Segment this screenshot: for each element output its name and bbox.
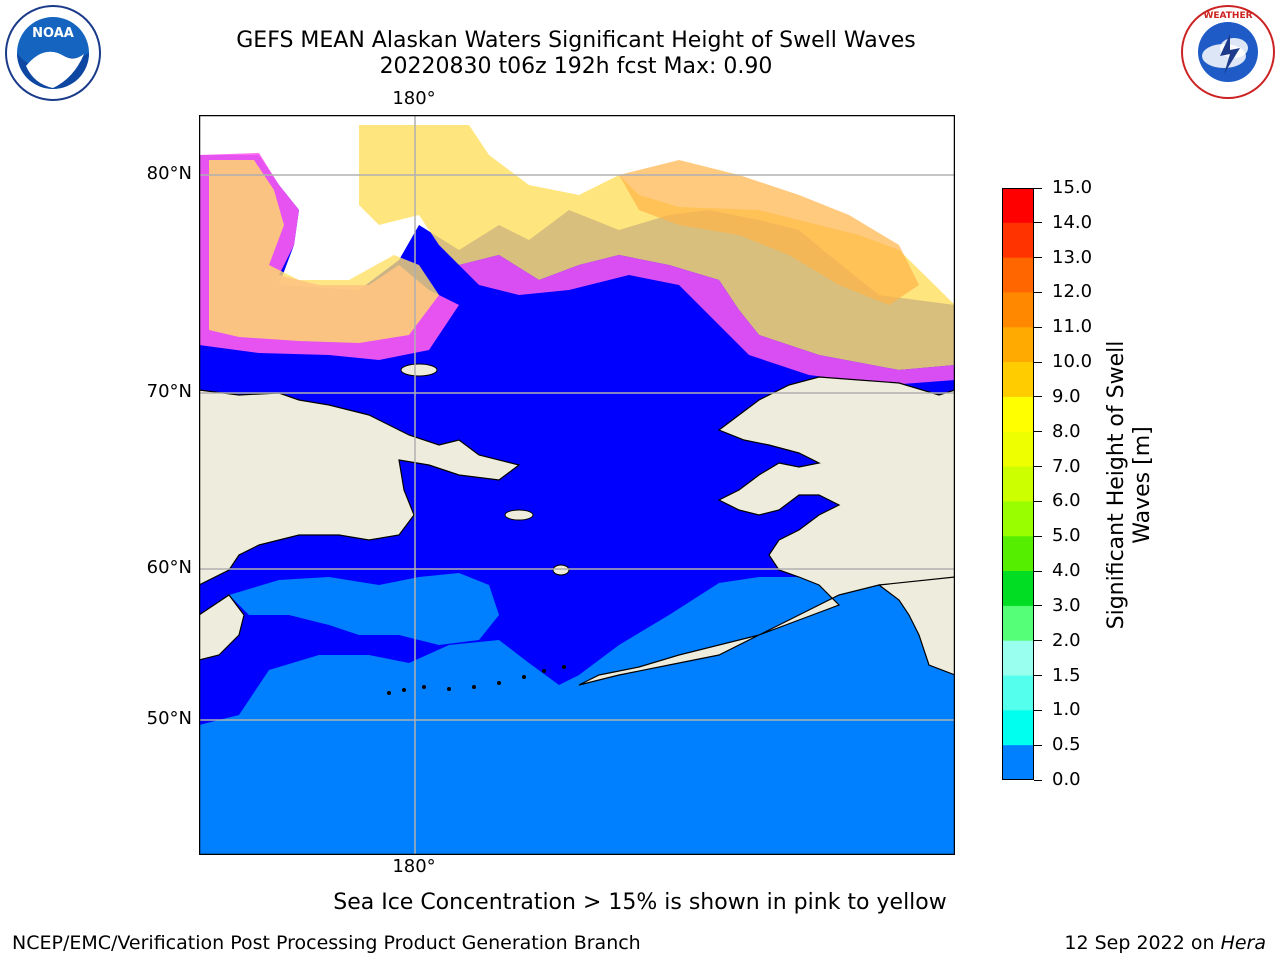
colorbar-svg <box>1002 188 1034 781</box>
colorbar-tick-label: 13.0 <box>1052 246 1093 268</box>
colorbar-tick-mark <box>1034 605 1042 607</box>
colorbar-tick-label: 1.5 <box>1052 664 1081 686</box>
lat-label-60: 60°N <box>146 557 192 578</box>
colorbar-tick-label: 14.0 <box>1052 211 1093 233</box>
colorbar-segment <box>1002 675 1034 711</box>
chart-subtitle: 20220830 t06z 192h fcst Max: 0.90 <box>379 54 773 79</box>
map-svg <box>198 114 956 856</box>
noaa-logo: NOAA <box>4 4 102 102</box>
colorbar-segment <box>1002 501 1034 537</box>
colorbar-tick-mark <box>1034 500 1042 502</box>
colorbar-label: Significant Height of Swell Waves [m] <box>1104 325 1156 645</box>
colorbar-segment <box>1002 605 1034 642</box>
colorbar-tick-mark <box>1034 187 1042 189</box>
colorbar-segment <box>1002 396 1034 433</box>
sea-ice-note: Sea Ice Concentration > 15% is shown in … <box>333 890 947 915</box>
colorbar-tick-mark <box>1034 326 1042 328</box>
lon-label-top: 180° <box>392 88 436 109</box>
colorbar-segment <box>1002 431 1034 468</box>
colorbar-label-line2: Waves [m] <box>1130 426 1155 544</box>
colorbar-frame <box>1002 188 1034 780</box>
colorbar-segment <box>1002 745 1034 781</box>
colorbar-tick-mark <box>1034 222 1042 224</box>
footer-host: Hera <box>1220 932 1266 954</box>
colorbar-tick-label: 2.0 <box>1052 629 1081 651</box>
colorbar-tick-label: 0.5 <box>1052 734 1081 756</box>
colorbar-segment <box>1002 362 1034 398</box>
island-wrangel <box>400 363 438 377</box>
lat-label-50: 50°N <box>146 708 192 729</box>
colorbar-segment <box>1002 292 1034 328</box>
sea-ice-arctic-orange <box>619 160 919 305</box>
map-frame <box>198 114 956 856</box>
colorbar-segment <box>1002 536 1034 572</box>
colorbar-label-line1: Significant Height of Swell <box>1104 340 1129 630</box>
colorbar-tick-label: 12.0 <box>1052 281 1093 303</box>
colorbar-tick-mark <box>1034 640 1042 642</box>
colorbar-tick-mark <box>1034 744 1042 746</box>
map-panel <box>198 114 956 856</box>
colorbar-tick-label: 7.0 <box>1052 455 1081 477</box>
colorbar-tick-label: 5.0 <box>1052 525 1081 547</box>
colorbar-tick-mark <box>1034 291 1042 293</box>
colorbar-tick-label: 3.0 <box>1052 594 1081 616</box>
colorbar-tick-label: 11.0 <box>1052 316 1093 338</box>
land-canada-coast <box>877 576 955 676</box>
footer-left: NCEP/EMC/Verification Post Processing Pr… <box>12 932 641 954</box>
island-st-lawrence <box>504 509 534 521</box>
colorbar-tick-mark <box>1034 361 1042 363</box>
colorbar-tick-label: 15.0 <box>1052 177 1093 198</box>
colorbar-tick-mark <box>1034 396 1042 398</box>
colorbar-tick-label: 8.0 <box>1052 420 1081 442</box>
colorbar-segment <box>1002 222 1034 259</box>
colorbar-tick-label: 0.0 <box>1052 769 1081 790</box>
colorbar-tick-mark <box>1034 709 1042 711</box>
nws-logo: WEATHER <box>1180 4 1276 100</box>
colorbar-segment <box>1002 640 1034 677</box>
sea-ice-arctic-yellow <box>359 125 955 370</box>
colorbar-tick-label: 1.0 <box>1052 699 1081 721</box>
colorbar-tick-label: 6.0 <box>1052 490 1081 512</box>
graticule <box>199 115 955 855</box>
colorbar-tick-mark <box>1034 431 1042 433</box>
svg-text:WEATHER: WEATHER <box>1203 11 1252 21</box>
colorbar-segment <box>1002 466 1034 502</box>
colorbar-segment <box>1002 327 1034 363</box>
colorbar-tick-mark <box>1034 535 1042 537</box>
chart-title: GEFS MEAN Alaskan Waters Significant Hei… <box>236 28 916 53</box>
sea-ice-arctic-pink <box>459 255 955 385</box>
colorbar-tick-label: 10.0 <box>1052 351 1093 373</box>
aleutian-islands <box>387 665 566 695</box>
lat-label-70: 70°N <box>146 381 192 402</box>
ocean-mid-swell <box>199 577 955 855</box>
colorbar-segment <box>1002 571 1034 607</box>
colorbar-tick-mark <box>1034 675 1042 677</box>
colorbar-tick-mark <box>1034 779 1042 781</box>
island-nunivak <box>552 564 570 576</box>
lat-label-80: 80°N <box>146 163 192 184</box>
sea-ice-band-west-yellow <box>209 160 439 343</box>
svg-text:NOAA: NOAA <box>32 26 74 41</box>
land-russia <box>199 389 521 586</box>
land-kamchatka-west <box>199 594 245 661</box>
colorbar-segment <box>1002 188 1034 224</box>
land-alaska <box>578 376 955 686</box>
colorbar-tick-mark <box>1034 570 1042 572</box>
footer-right: 12 Sep 2022 on Hera <box>1064 932 1266 954</box>
lon-label-bottom: 180° <box>392 856 436 877</box>
colorbar-tick-label: 9.0 <box>1052 385 1081 407</box>
footer-date: 12 Sep 2022 on <box>1064 932 1221 954</box>
colorbar <box>1002 188 1034 781</box>
colorbar-tick-mark <box>1034 466 1042 468</box>
colorbar-tick-mark <box>1034 257 1042 259</box>
colorbar-segment <box>1002 257 1034 293</box>
colorbar-tick-label: 4.0 <box>1052 560 1081 582</box>
colorbar-segment <box>1002 710 1034 746</box>
ocean-mid-swell-north <box>229 573 499 645</box>
